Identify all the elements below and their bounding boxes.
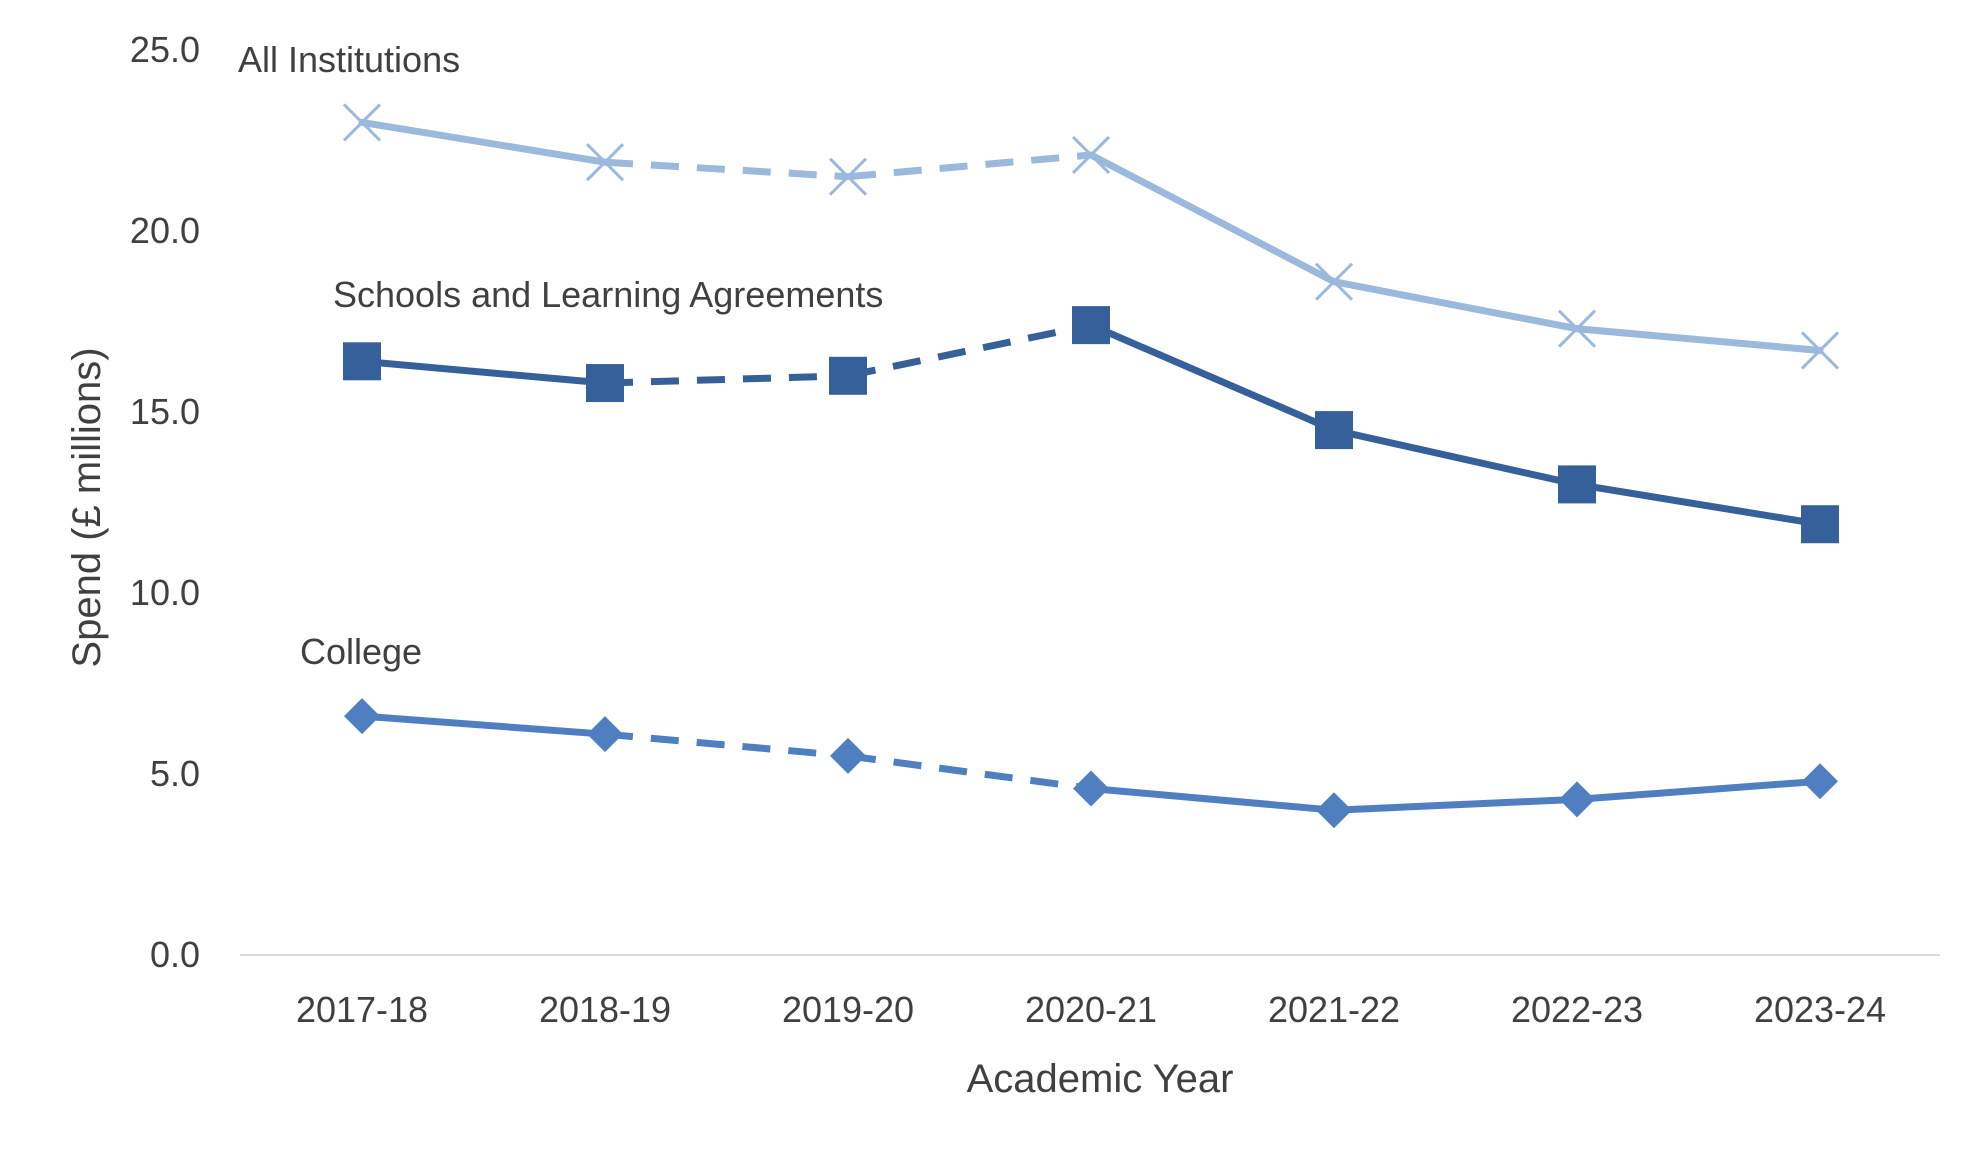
series-line-segment — [1087, 151, 1338, 286]
series-layer — [342, 103, 1840, 829]
series-label: Schools and Learning Agreements — [333, 274, 883, 315]
series-line-segment-dashed — [847, 151, 1092, 181]
data-point-marker-x — [1557, 309, 1597, 348]
data-point-marker-x — [342, 103, 382, 142]
y-tick-label: 20.0 — [130, 210, 200, 251]
x-axis-title: Academic Year — [967, 1057, 1234, 1101]
x-axis-ticks: 2017-18 2018-19 2019-20 2020-21 2021-22 2022-… — [296, 989, 1886, 1030]
series-line-segment — [1087, 784, 1338, 814]
data-point-marker-x — [585, 143, 625, 182]
x-tick-label: 2017-18 — [296, 989, 428, 1030]
data-point-marker-square — [1072, 306, 1110, 345]
series-line-segment — [1573, 325, 1824, 354]
y-tick-label: 5.0 — [150, 753, 200, 794]
y-axis-title: Spend (£ millions) — [65, 347, 109, 667]
data-point-marker-diamond — [1073, 770, 1109, 807]
series-line-segment — [358, 357, 609, 387]
series-line-segment — [1573, 480, 1824, 528]
series-all-institutions — [342, 103, 1840, 370]
y-tick-label: 10.0 — [130, 572, 200, 613]
y-axis-ticks: 0.0 5.0 10.0 15.0 20.0 25.0 — [130, 29, 200, 975]
x-tick-label: 2022-23 — [1511, 989, 1643, 1030]
data-point-marker-square — [343, 342, 381, 381]
data-point-marker-x — [1071, 135, 1111, 175]
x-tick-label: 2020-21 — [1025, 989, 1157, 1030]
x-tick-label: 2023-24 — [1754, 989, 1886, 1030]
series-line-segment-dashed — [847, 752, 1092, 792]
data-point-marker-diamond — [344, 698, 380, 735]
data-point-marker-diamond — [1559, 781, 1595, 818]
series-label: All Institutions — [238, 39, 460, 80]
y-tick-label: 15.0 — [130, 391, 200, 432]
data-point-marker-square — [829, 356, 867, 395]
series-line-segment — [1330, 795, 1581, 814]
series-schools-and-learning-agreements — [343, 306, 1839, 544]
data-point-marker-x — [1314, 262, 1354, 301]
data-point-marker-x — [828, 157, 868, 196]
series-line-segment-dashed — [847, 321, 1092, 380]
series-line-segment — [1330, 278, 1581, 333]
y-tick-label: 25.0 — [130, 29, 200, 70]
data-point-marker-square — [1315, 411, 1353, 450]
series-line-segment-dashed — [604, 372, 849, 387]
data-point-marker-diamond — [830, 737, 866, 774]
x-tick-label: 2021-22 — [1268, 989, 1400, 1030]
x-tick-label: 2019-20 — [782, 989, 914, 1030]
data-point-marker-diamond — [1802, 763, 1838, 800]
data-point-marker-square — [1558, 465, 1596, 504]
series-labels: All Institutions Schools and Learning Agr… — [238, 39, 883, 672]
y-tick-label: 0.0 — [150, 934, 200, 975]
series-line-segment-dashed — [604, 730, 849, 760]
series-line-segment-dashed — [604, 158, 849, 181]
data-point-marker-square — [586, 364, 624, 403]
series-line-segment — [358, 118, 609, 166]
series-line-segment — [1330, 426, 1581, 488]
series-label: College — [300, 631, 422, 672]
data-point-marker-square — [1801, 505, 1839, 544]
data-point-marker-x — [1800, 331, 1840, 370]
series-line-segment — [1087, 321, 1338, 434]
x-tick-label: 2018-19 — [539, 989, 671, 1030]
data-point-marker-diamond — [587, 716, 623, 753]
series-college — [344, 698, 1838, 829]
series-line-segment — [1573, 777, 1824, 803]
data-point-marker-diamond — [1316, 792, 1352, 829]
series-line-segment — [358, 712, 609, 738]
